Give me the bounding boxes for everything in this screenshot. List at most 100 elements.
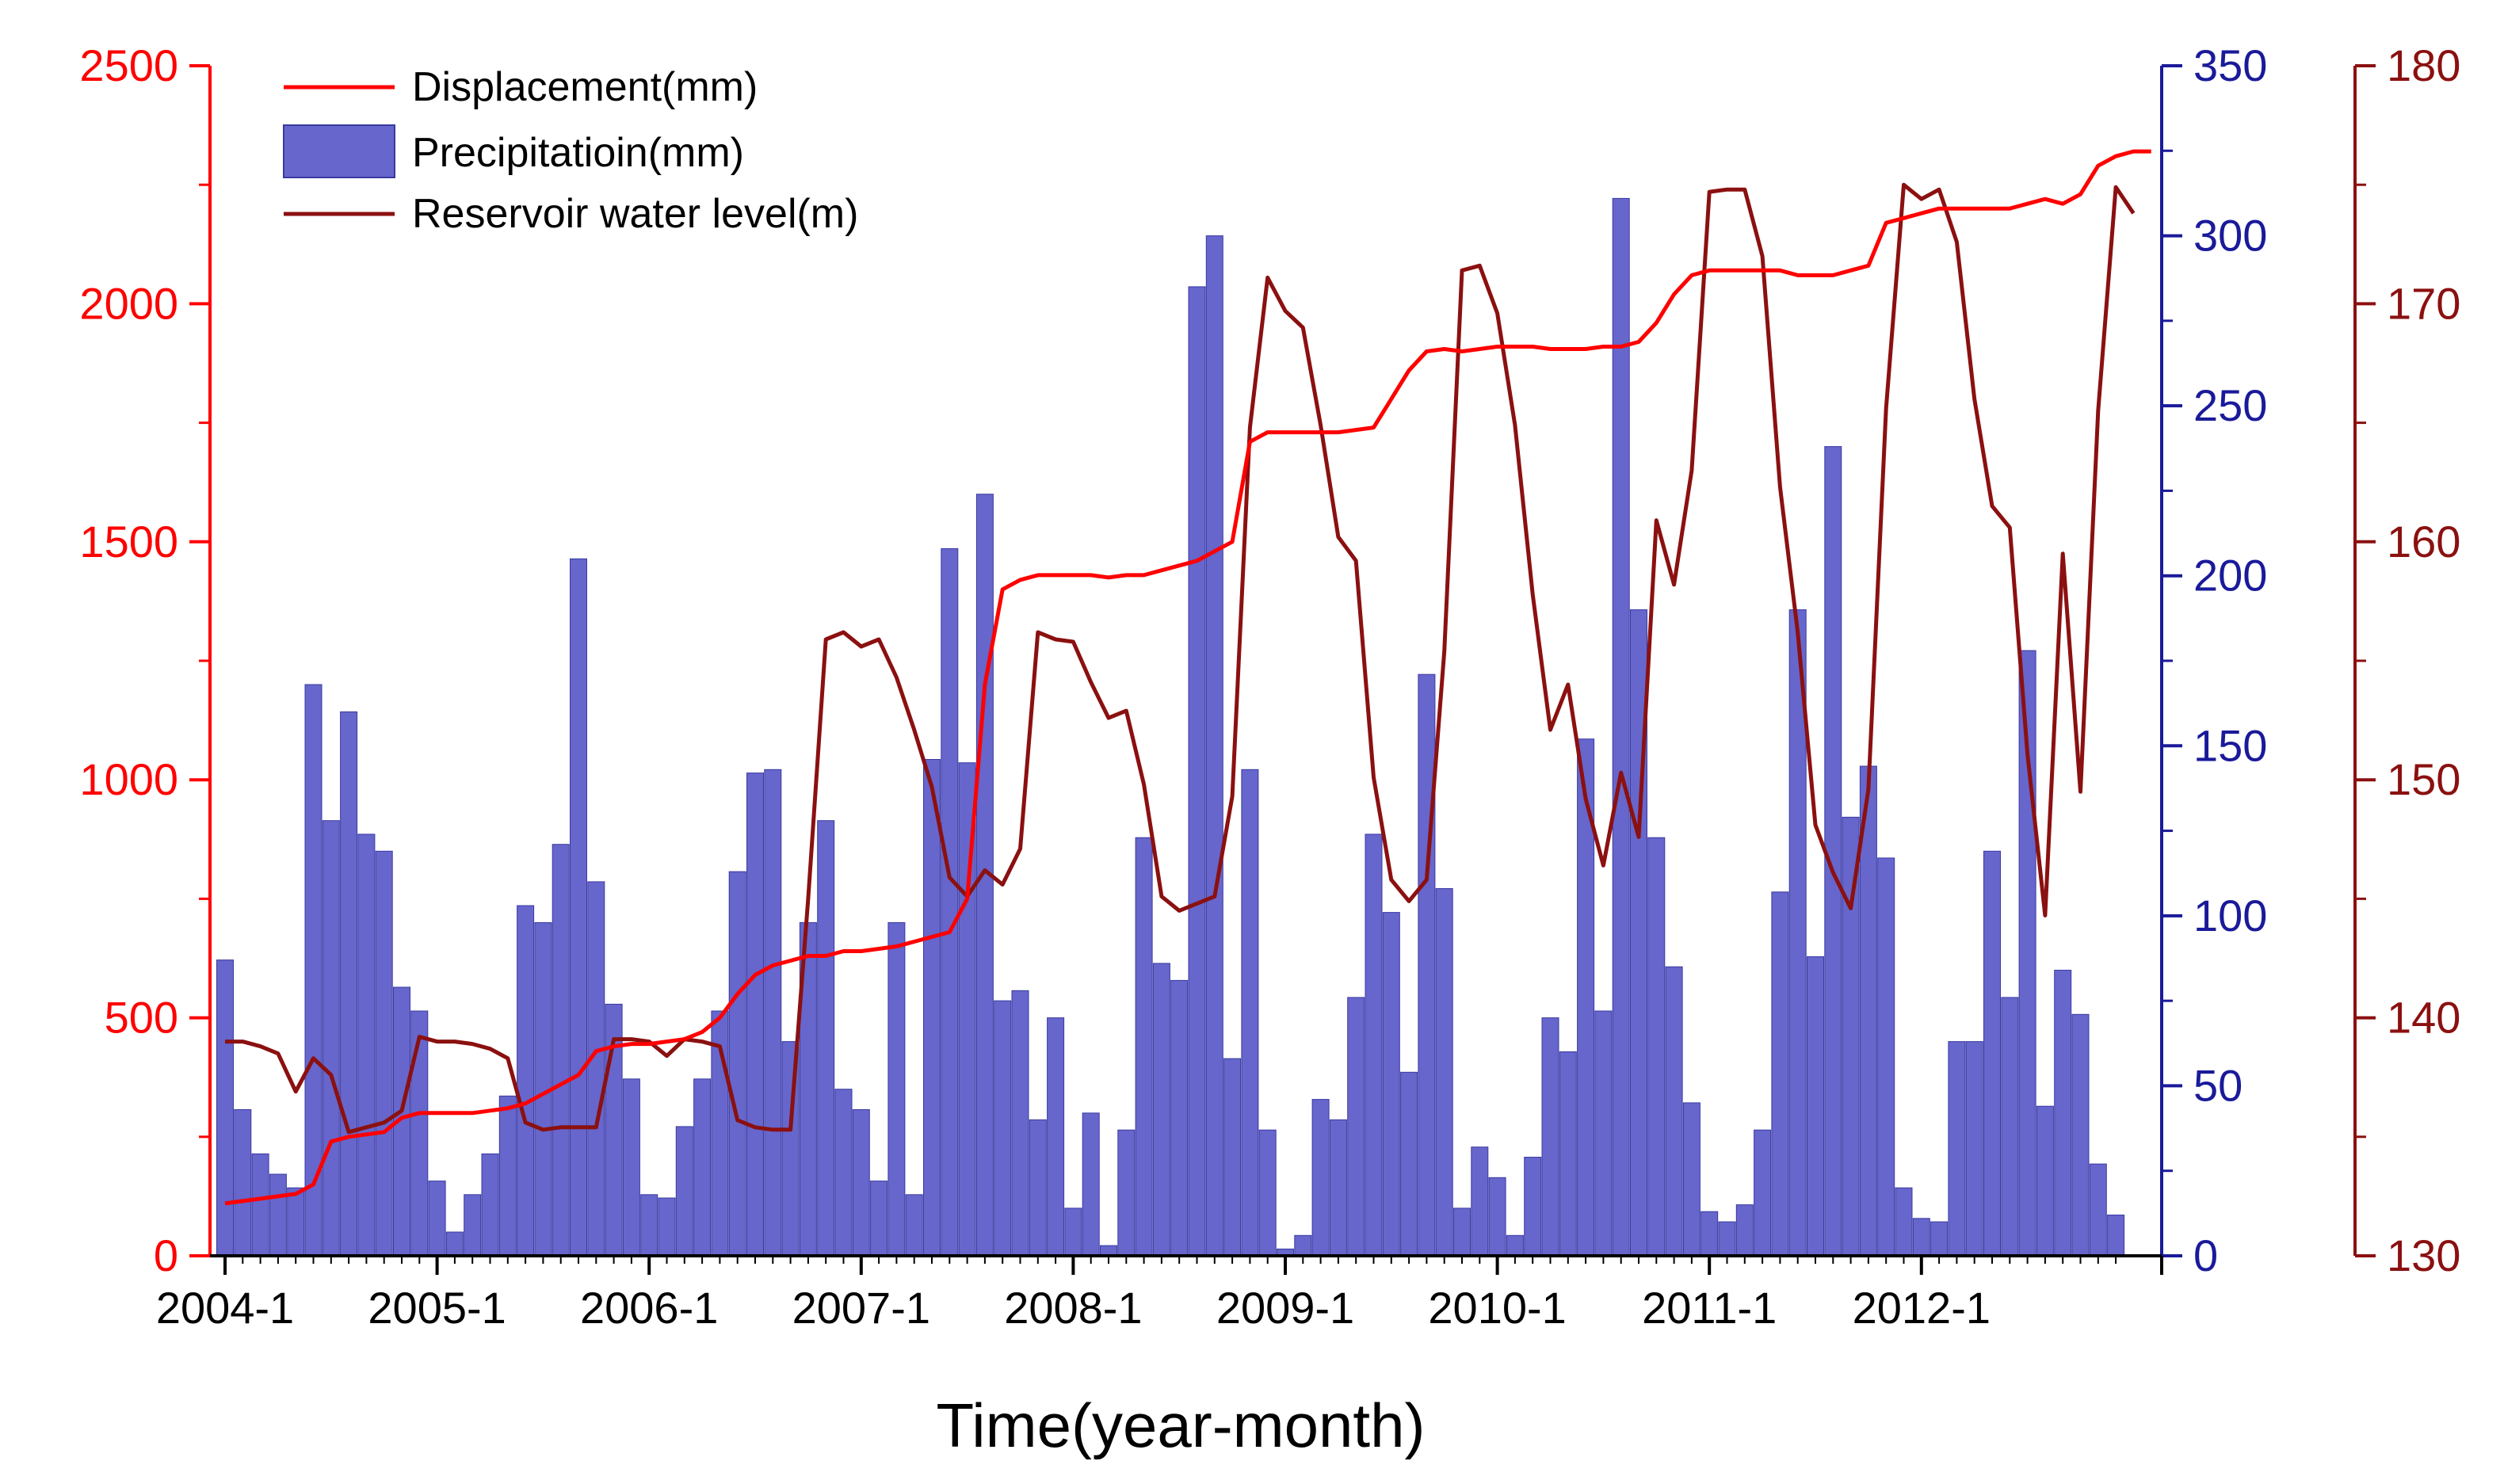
precipitation-bar bbox=[1400, 1071, 1418, 1257]
precipitation-bar bbox=[1682, 1102, 1701, 1257]
precipitation-bar bbox=[1329, 1119, 1347, 1257]
precipitation-bar bbox=[1029, 1119, 1047, 1257]
precipitation-bar bbox=[2036, 1105, 2054, 1257]
x-tick-label: 2010-1 bbox=[1428, 1283, 1566, 1333]
precipitation-bar bbox=[923, 759, 941, 1257]
precipitation-tick-label: 50 bbox=[2193, 1060, 2243, 1110]
x-tick-label: 2008-1 bbox=[1004, 1283, 1142, 1333]
precipitation-bar bbox=[1541, 1017, 1559, 1257]
displacement-tick-label: 2000 bbox=[79, 278, 178, 328]
precipitation-bar bbox=[1912, 1218, 1930, 1257]
water-level-tick-label: 140 bbox=[2387, 993, 2460, 1043]
precipitation-bar bbox=[357, 834, 376, 1257]
precipitation-bar bbox=[251, 1153, 269, 1257]
precipitation-bar bbox=[1965, 1041, 1983, 1257]
displacement-tick-label: 1000 bbox=[79, 754, 178, 804]
precipitation-bar bbox=[1241, 769, 1259, 1257]
precipitation-bar bbox=[1824, 446, 1842, 1257]
precipitation-tick-label: 100 bbox=[2193, 891, 2267, 940]
precipitation-bar bbox=[1453, 1207, 1471, 1257]
precipitation-bar bbox=[658, 1197, 676, 1257]
x-tick-label: 2012-1 bbox=[1853, 1283, 1991, 1333]
precipitation-tick-label: 250 bbox=[2193, 380, 2267, 430]
precipitation-bar bbox=[1842, 816, 1860, 1257]
displacement-tick-label: 0 bbox=[154, 1230, 178, 1280]
displacement-line bbox=[224, 149, 2151, 1206]
precipitation-bar bbox=[1152, 963, 1170, 1257]
precipitation-bar bbox=[481, 1153, 499, 1257]
precipitation-bar bbox=[1382, 912, 1400, 1257]
precipitation-bar bbox=[216, 959, 234, 1257]
precipitation-bar bbox=[1011, 990, 1029, 1257]
precipitation-bar bbox=[498, 1095, 517, 1257]
precipitation-bar bbox=[1647, 837, 1666, 1257]
precipitation-bar bbox=[693, 1078, 712, 1257]
precipitation-bar bbox=[1418, 673, 1436, 1257]
precipitation-bar bbox=[1047, 1017, 1065, 1257]
precipitation-bar bbox=[1488, 1177, 1506, 1257]
precipitation-tick-label: 200 bbox=[2193, 551, 2267, 601]
precipitation-bar bbox=[1347, 997, 1365, 1257]
precipitation-bar bbox=[1735, 1204, 1754, 1257]
precipitation-bar bbox=[1612, 197, 1630, 1257]
precipitation-bar bbox=[2054, 970, 2072, 1257]
precipitation-bar bbox=[905, 1194, 923, 1257]
precipitation-bar bbox=[340, 711, 358, 1257]
precipitation-bar bbox=[746, 773, 764, 1257]
water-level-tick-label: 130 bbox=[2387, 1230, 2460, 1280]
precipitation-bar bbox=[287, 1187, 305, 1257]
x-tick-label: 2004-1 bbox=[156, 1283, 294, 1333]
precipitation-bar bbox=[1877, 857, 1895, 1257]
x-tick-label: 2009-1 bbox=[1216, 1283, 1354, 1333]
precipitation-bar bbox=[1771, 891, 1789, 1257]
precipitation-bar bbox=[1930, 1221, 1949, 1257]
precipitation-bar bbox=[2089, 1163, 2107, 1257]
water-level-line bbox=[225, 182, 2136, 1135]
precipitation-bar bbox=[1223, 1058, 1242, 1257]
precipitation-bar bbox=[445, 1231, 464, 1257]
precipitation-bar bbox=[1594, 1010, 1613, 1257]
precipitation-bar bbox=[887, 921, 906, 1257]
precipitation-bar bbox=[1365, 834, 1383, 1257]
precipitation-bar bbox=[587, 881, 605, 1257]
precipitation-bar bbox=[1188, 286, 1206, 1257]
precipitation-bar bbox=[1082, 1112, 1100, 1257]
water-level-tick-label: 180 bbox=[2387, 40, 2460, 90]
precipitation-bar bbox=[1807, 956, 1824, 1257]
water-level-tick-label: 170 bbox=[2387, 278, 2460, 328]
precipitation-tick-label: 350 bbox=[2193, 40, 2267, 90]
precipitation-bar bbox=[675, 1126, 693, 1257]
precipitation-bar bbox=[1524, 1157, 1542, 1257]
precipitation-bar bbox=[1135, 837, 1153, 1257]
legend-label-water-level: Reservoir water level(m) bbox=[412, 191, 858, 237]
precipitation-bar bbox=[1258, 1129, 1277, 1257]
precipitation-bar bbox=[852, 1109, 870, 1257]
precipitation-bar bbox=[234, 1109, 252, 1257]
precipitation-bar bbox=[1559, 1051, 1577, 1257]
precipitation-bar bbox=[1294, 1234, 1312, 1257]
precipitation-bar bbox=[640, 1194, 658, 1257]
precipitation-bar bbox=[817, 820, 835, 1257]
x-tick-label: 2005-1 bbox=[368, 1283, 506, 1333]
precipitation-bar bbox=[322, 820, 340, 1257]
displacement-tick-label: 1500 bbox=[79, 517, 178, 567]
legend-label-displacement: Displacement(mm) bbox=[412, 64, 758, 110]
displacement-tick-label: 2500 bbox=[79, 40, 178, 90]
water-level-tick-label: 160 bbox=[2387, 517, 2460, 567]
precipitation-bar bbox=[834, 1089, 853, 1257]
precipitation-bar bbox=[1948, 1041, 1966, 1257]
precipitation-bar bbox=[941, 547, 959, 1257]
precipitation-bar bbox=[1064, 1207, 1082, 1257]
precipitation-bar bbox=[2107, 1215, 2125, 1257]
x-tick-label: 2006-1 bbox=[580, 1283, 718, 1333]
precipitation-bar bbox=[1665, 966, 1683, 1257]
precipitation-tick-label: 150 bbox=[2193, 720, 2267, 770]
legend-swatch-precipitation bbox=[283, 124, 395, 178]
series-lines bbox=[224, 149, 2151, 1206]
precipitation-bar bbox=[517, 905, 535, 1257]
precipitation-bar bbox=[2001, 997, 2019, 1257]
precipitation-bar bbox=[1205, 235, 1223, 1257]
precipitation-bar bbox=[1506, 1234, 1524, 1257]
precipitation-bar bbox=[764, 769, 782, 1257]
precipitation-bar bbox=[1311, 1099, 1330, 1257]
